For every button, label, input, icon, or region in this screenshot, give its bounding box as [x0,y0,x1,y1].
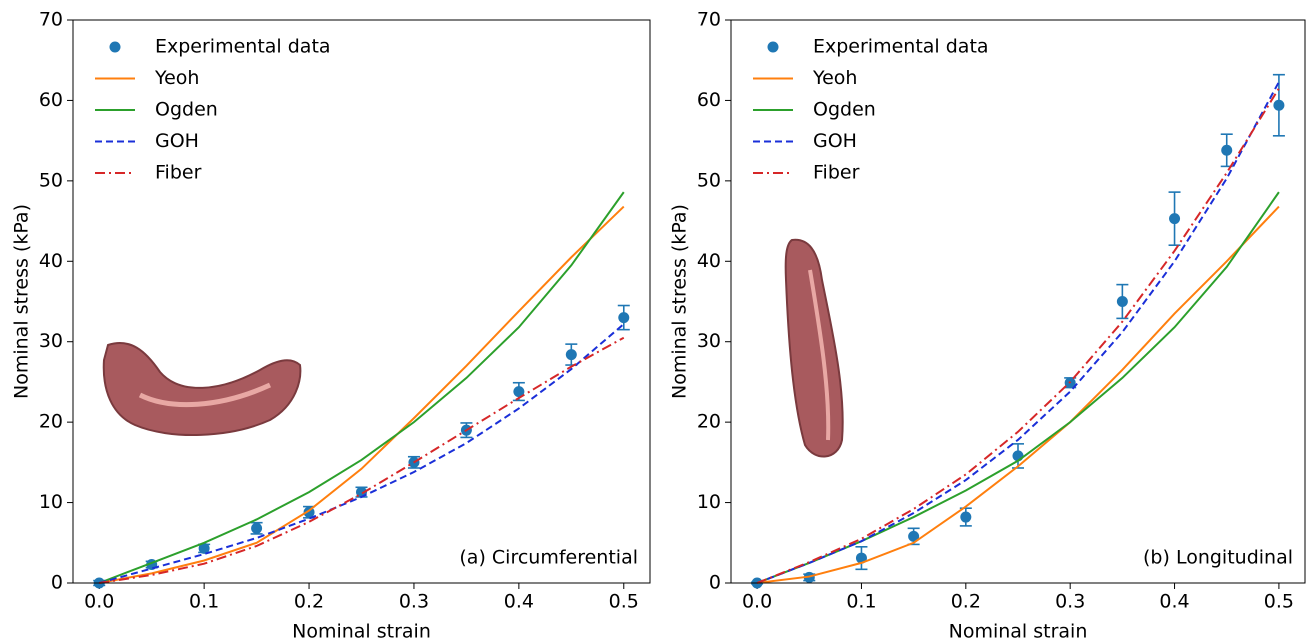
x-axis-label: Nominal strain [949,621,1088,643]
x-tick-label: 0.2 [294,591,324,613]
x-tick-label: 0.1 [189,591,219,613]
legend-label: Fiber [155,162,202,184]
plot-frame [72,19,651,584]
tissue-detail [138,382,272,408]
y-tick-label: 50 [39,169,63,191]
x-axis-label: Nominal strain [292,621,431,643]
legend: Experimental data Yeoh Ogden GOH Fiber [95,36,331,184]
y-tick-label: 0 [51,572,63,594]
data-point [1221,144,1233,156]
legend: Experimental data Yeoh Ogden GOH Fiber [753,36,989,184]
data-point [1169,213,1181,225]
series-line [756,81,1280,584]
x-tick-label: 0.0 [742,591,772,613]
data-point [1116,296,1128,307]
data-point [618,312,630,324]
legend-label: Fiber [813,162,860,184]
tissue-image [102,238,844,458]
chart-panel: 0.0 0.1 0.2 0.3 0.4 0.5 0 10 20 30 40 50 60 70 Nominal… [669,9,1306,643]
x-tick-label: 0.4 [1159,591,1189,613]
legend-swatch [767,41,779,53]
x-tick-label: 0.4 [504,591,534,613]
y-tick-label: 20 [697,411,721,433]
series-line [98,191,625,584]
data-point [565,349,577,361]
chart-panel: 0.0 0.1 0.2 0.3 0.4 0.5 0 10 20 30 40 50 60 70 Nominal… [11,9,651,643]
x-tick-label: 0.3 [1055,591,1085,613]
y-tick-label: 70 [697,9,721,31]
x-tick-label: 0.5 [1264,591,1294,613]
x-tick-label: 0.0 [84,591,114,613]
series-line [99,336,625,584]
series-line [756,87,1280,584]
legend-label: GOH [155,130,199,152]
series-line [98,323,625,584]
plot-frame [730,19,1306,584]
legend-label: GOH [813,130,857,152]
x-tick-label: 0.1 [846,591,876,613]
tissue-detail [808,269,831,441]
tissue-longitudinal [784,238,844,458]
y-tick-label: 60 [697,89,721,111]
legend-label: Ogden [155,99,218,121]
y-tick-label: 60 [39,89,63,111]
y-tick-label: 10 [39,491,63,513]
legend-label: Experimental data [155,36,331,58]
y-tick-label: 30 [697,330,721,352]
y-tick-label: 10 [697,491,721,513]
legend-label: Yeoh [154,67,199,89]
y-tick-label: 40 [697,250,721,272]
x-tick-label: 0.2 [951,591,981,613]
legend-label: Yeoh [812,67,857,89]
annotation: (b) Longitudinal [1143,547,1293,569]
data-point [251,522,263,534]
legend-swatch [109,41,121,53]
series-line [99,205,625,584]
y-axis-label: Nominal stress (kPa) [669,204,691,399]
x-tick-label: 0.3 [399,591,429,613]
data-point [1273,99,1285,111]
data-point [513,386,525,398]
legend-label: Ogden [813,99,876,121]
data-point [198,542,210,554]
data-point [960,511,972,523]
y-tick-label: 40 [39,250,63,272]
y-tick-label: 20 [39,411,63,433]
annotation: (a) Circumferential [459,547,638,569]
data-point [908,530,920,542]
y-axis-label: Nominal stress (kPa) [11,204,33,399]
series-line [756,205,1280,584]
y-tick-label: 30 [39,330,63,352]
tissue-circumferential [102,342,302,436]
y-tick-label: 70 [39,9,63,31]
y-tick-label: 50 [697,169,721,191]
legend-label: Experimental data [813,36,989,58]
x-tick-label: 0.5 [609,591,639,613]
y-tick-label: 0 [709,572,721,594]
